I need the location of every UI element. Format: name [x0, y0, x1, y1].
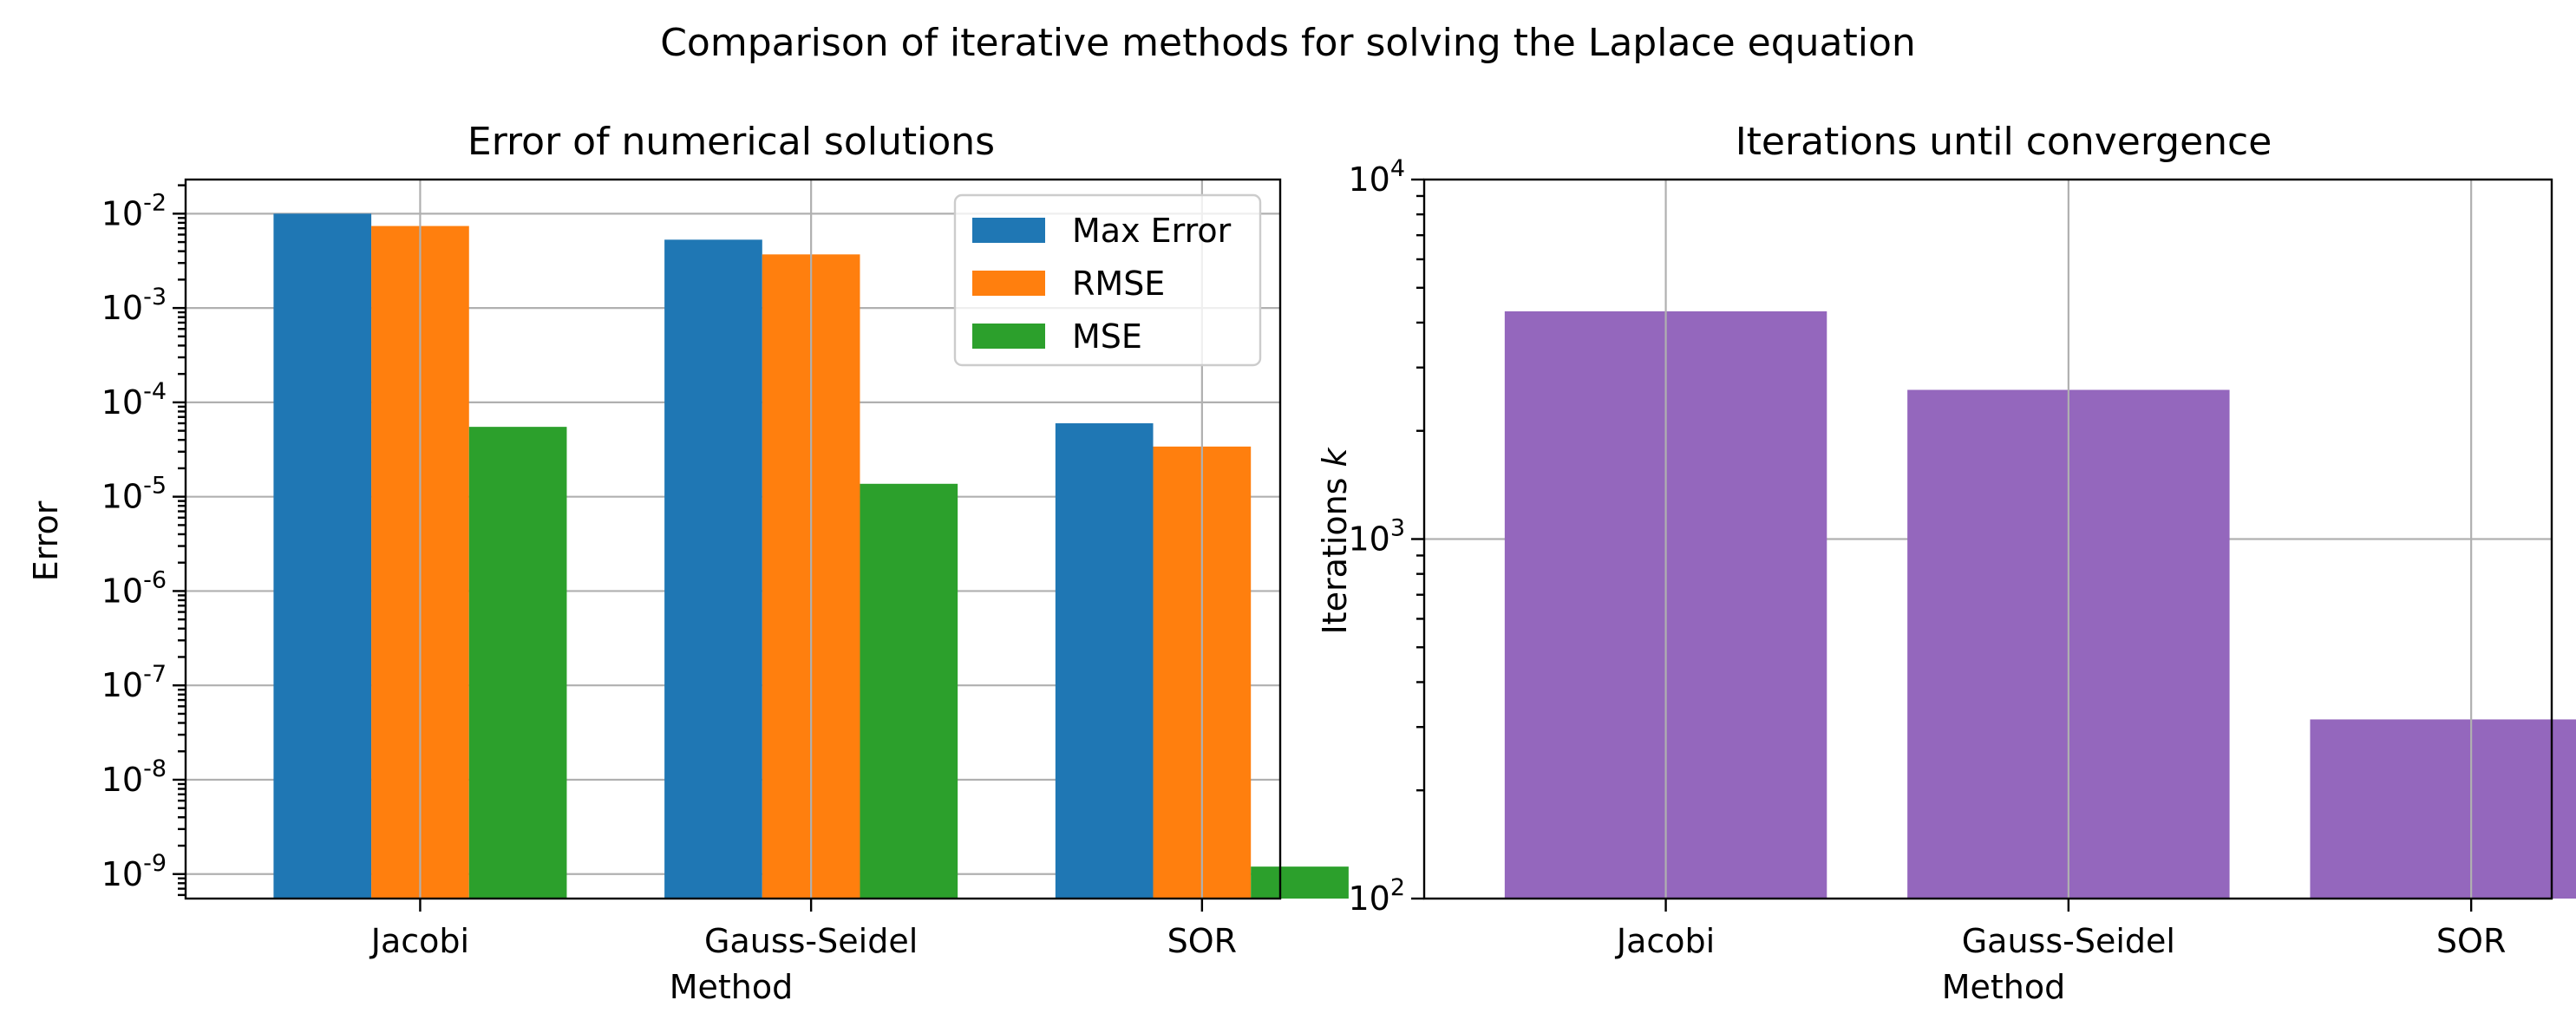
y-tick-label: 10-7 — [101, 661, 167, 704]
legend-swatch — [972, 271, 1045, 296]
bar-sor-mse — [1251, 866, 1349, 899]
y-tick-exponent: -3 — [143, 284, 167, 311]
y-tick-exponent: -5 — [143, 473, 167, 500]
legend-label: Max Error — [1072, 212, 1232, 250]
y-tick-label: 10-4 — [101, 378, 167, 422]
x-tick-label: SOR — [1167, 922, 1237, 960]
axes-frame — [1422, 178, 2553, 900]
y-tick-exponent: 3 — [1390, 515, 1405, 542]
y-tick-label: 10-6 — [101, 566, 167, 610]
y-tick-exponent: -9 — [143, 850, 167, 877]
iterations-chart-xlabel: Method — [1942, 968, 2066, 1006]
x-tick-label: Gauss-Seidel — [1962, 922, 2175, 960]
y-tick-base: 10 — [1348, 520, 1389, 559]
x-tick-label: Jacobi — [369, 922, 469, 960]
y-tick-exponent: -8 — [143, 755, 167, 782]
y-tick-base: 10 — [1348, 879, 1389, 918]
y-tick-exponent: -6 — [143, 566, 167, 593]
y-tick-label: 10-5 — [101, 473, 167, 516]
y-tick-label: 102 — [1348, 874, 1405, 918]
y-tick-base: 10 — [101, 761, 143, 799]
y-tick-base: 10 — [1348, 160, 1389, 199]
y-tick-base: 10 — [101, 194, 143, 232]
legend-swatch — [972, 324, 1045, 349]
y-tick-base: 10 — [101, 383, 143, 422]
iterations-ylabel-text: Iterations — [1316, 467, 1354, 634]
iterations-chart-title: Iterations until convergence — [1736, 120, 2272, 164]
x-tick-label: Jacobi — [1615, 922, 1715, 960]
bar-jacobi-mse — [468, 427, 567, 899]
y-tick-base: 10 — [101, 855, 143, 893]
iterations-chart: Iterations until convergence Method Iter… — [1316, 120, 2576, 1006]
figure-suptitle: Comparison of iterative methods for solv… — [660, 21, 1916, 65]
bar-jacobi-max-error — [273, 213, 372, 899]
bar-gauss-seidel-mse — [860, 483, 958, 899]
error-chart-xlabel: Method — [670, 968, 794, 1006]
y-tick-label: 104 — [1348, 155, 1405, 199]
bar-sor — [2310, 719, 2576, 899]
y-tick-exponent: 4 — [1390, 155, 1405, 182]
bar-gauss-seidel-max-error — [664, 239, 762, 899]
legend-label: RMSE — [1072, 265, 1165, 303]
y-tick-exponent: -2 — [143, 189, 167, 216]
error-chart-title: Error of numerical solutions — [467, 120, 995, 164]
axes-frame — [184, 178, 1282, 900]
y-tick-base: 10 — [101, 289, 143, 327]
y-tick-exponent: -4 — [143, 378, 167, 405]
y-tick-label: 10-2 — [101, 189, 167, 232]
y-tick-label: 10-3 — [101, 284, 167, 327]
y-tick-base: 10 — [101, 478, 143, 516]
error-chart-legend: Max Error RMSE MSE — [953, 193, 1262, 367]
x-tick-label: Gauss-Seidel — [704, 922, 918, 960]
y-tick-label: 10-9 — [101, 850, 167, 893]
y-tick-exponent: -7 — [143, 661, 167, 688]
error-chart-ylabel: Error — [27, 500, 65, 581]
legend-label: MSE — [1072, 317, 1142, 356]
y-tick-exponent: 2 — [1390, 874, 1405, 901]
iterations-ylabel-variable: k — [1316, 446, 1354, 467]
error-chart: Error of numerical solutions Method Erro… — [27, 120, 1349, 1006]
legend-swatch — [972, 218, 1045, 243]
bar-sor-max-error — [1055, 423, 1154, 899]
y-tick-label: 10-8 — [101, 755, 167, 799]
iterations-chart-ylabel: Iterations k — [1316, 446, 1354, 634]
y-tick-base: 10 — [101, 666, 143, 704]
y-tick-base: 10 — [101, 572, 143, 610]
y-tick-label: 103 — [1348, 515, 1405, 559]
x-tick-label: SOR — [2436, 922, 2506, 960]
